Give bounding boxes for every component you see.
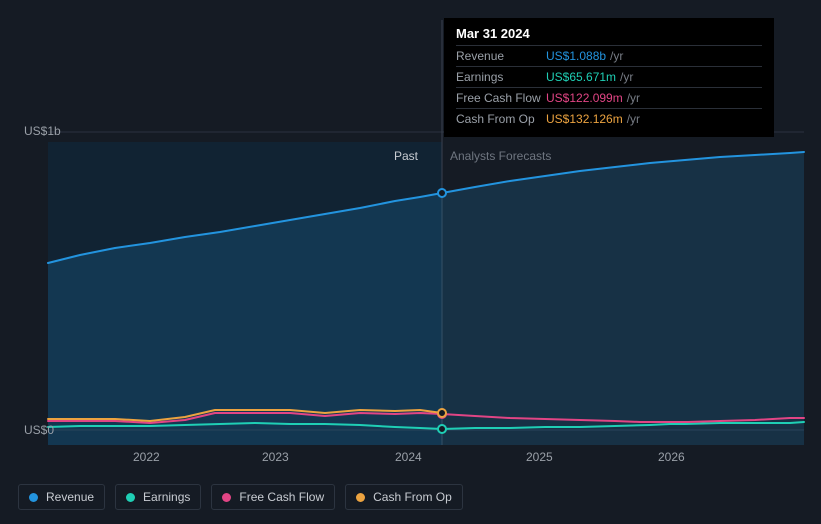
y-tick-label-0: US$1b: [24, 124, 61, 138]
tooltip-metric-unit: /yr: [627, 91, 640, 105]
x-tick-label: 2026: [658, 450, 685, 464]
earnings-revenue-chart: US$1b US$0 Past Analysts Forecasts 2022 2…: [0, 0, 821, 524]
tooltip-metric-unit: /yr: [620, 70, 633, 84]
legend-item-cfo[interactable]: Cash From Op: [345, 484, 463, 510]
tooltip-metric-value: US$1.088b: [546, 49, 606, 63]
tooltip-metric-label: Earnings: [456, 70, 546, 84]
tooltip-metric-value: US$132.126m: [546, 112, 623, 126]
x-tick-label: 2023: [262, 450, 289, 464]
chart-legend: Revenue Earnings Free Cash Flow Cash From O…: [18, 484, 463, 510]
legend-label: Earnings: [143, 490, 190, 504]
chart-tooltip: Mar 31 2024 RevenueUS$1.088b/yrEarningsU…: [444, 18, 774, 137]
tooltip-metric-unit: /yr: [610, 49, 623, 63]
y-tick-label-1: US$0: [24, 423, 54, 437]
legend-swatch: [29, 493, 38, 502]
legend-swatch: [126, 493, 135, 502]
region-label-forecast: Analysts Forecasts: [450, 149, 551, 163]
legend-label: Free Cash Flow: [239, 490, 324, 504]
tooltip-metric-label: Free Cash Flow: [456, 91, 546, 105]
tooltip-metric-label: Cash From Op: [456, 112, 546, 126]
tooltip-row: Free Cash FlowUS$122.099m/yr: [456, 87, 762, 108]
region-label-past: Past: [394, 149, 418, 163]
x-tick-label: 2024: [395, 450, 422, 464]
legend-label: Revenue: [46, 490, 94, 504]
legend-swatch: [356, 493, 365, 502]
tooltip-row: EarningsUS$65.671m/yr: [456, 66, 762, 87]
legend-item-earnings[interactable]: Earnings: [115, 484, 201, 510]
tooltip-row: Cash From OpUS$132.126m/yr: [456, 108, 762, 129]
tooltip-date: Mar 31 2024: [456, 26, 762, 41]
tooltip-metric-unit: /yr: [627, 112, 640, 126]
x-tick-label: 2022: [133, 450, 160, 464]
tooltip-metric-value: US$65.671m: [546, 70, 616, 84]
legend-swatch: [222, 493, 231, 502]
tooltip-metric-value: US$122.099m: [546, 91, 623, 105]
legend-label: Cash From Op: [373, 490, 452, 504]
x-tick-label: 2025: [526, 450, 553, 464]
tooltip-metric-label: Revenue: [456, 49, 546, 63]
legend-item-fcf[interactable]: Free Cash Flow: [211, 484, 335, 510]
legend-item-revenue[interactable]: Revenue: [18, 484, 105, 510]
tooltip-row: RevenueUS$1.088b/yr: [456, 45, 762, 66]
